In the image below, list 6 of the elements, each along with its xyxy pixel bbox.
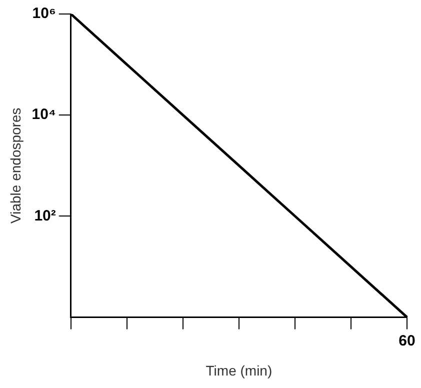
y-tick-label: 10⁶ (32, 5, 56, 22)
x-axis-title: Time (min) (206, 362, 272, 378)
y-axis-title: Viable endospores (7, 108, 24, 224)
y-tick-label: 10⁴ (32, 106, 56, 124)
x-tick-label: 60 (398, 332, 416, 350)
y-tick-label: 10² (34, 207, 56, 224)
